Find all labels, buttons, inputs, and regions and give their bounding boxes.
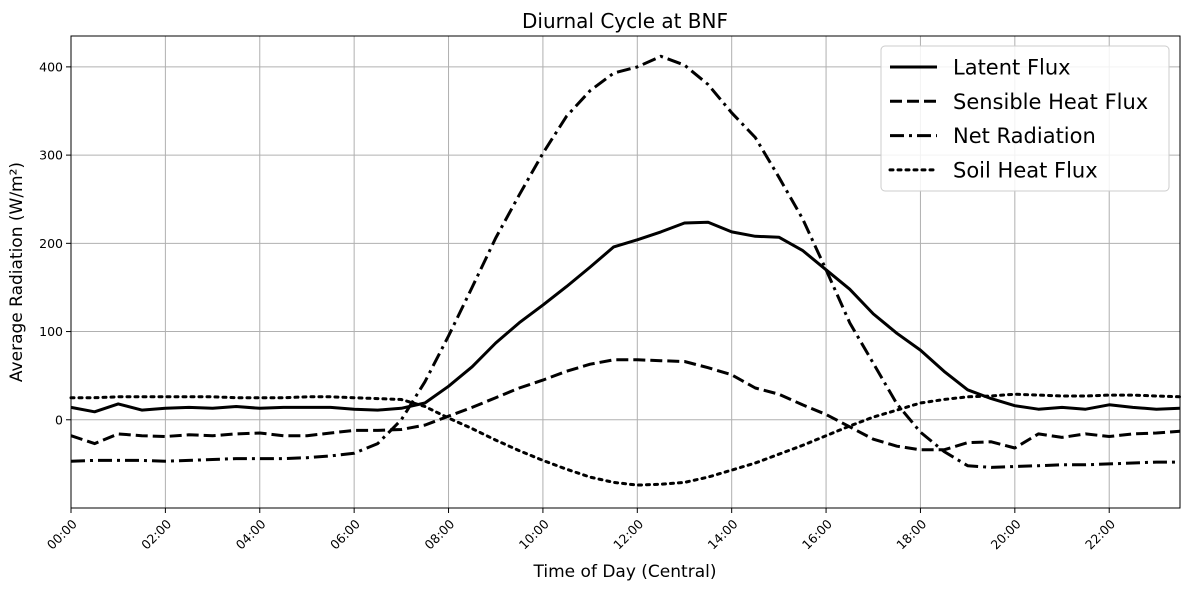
x-tick-label: 16:00	[799, 516, 835, 552]
x-tick-label: 14:00	[705, 516, 741, 552]
series-line-net-radiation	[70, 54, 1180, 469]
legend-label: Soil Heat Flux	[953, 158, 1098, 182]
y-tick-label: 400	[39, 59, 63, 74]
series-line-sensible-heat-flux	[70, 358, 1181, 452]
x-tick-label: 04:00	[233, 516, 269, 552]
x-axis-ticks: 00:00 02:00 04:00 06:00 08:00 10:00 12:00 14:00…	[44, 508, 1118, 552]
y-axis-label: Average Radiation (W/m²)	[7, 162, 27, 382]
y-tick-label: 100	[39, 324, 63, 339]
x-tick-label: 08:00	[421, 516, 457, 552]
series-lines	[69, 54, 1182, 487]
x-tick-label: 02:00	[138, 516, 174, 552]
legend-label: Latent Flux	[953, 56, 1071, 80]
x-tick-label: 20:00	[988, 516, 1024, 552]
y-tick-label: 200	[39, 236, 63, 251]
legend-box	[880, 45, 1170, 192]
legend-label: Net Radiation	[953, 124, 1096, 148]
x-tick-label: 12:00	[610, 516, 646, 552]
x-tick-label: 18:00	[893, 516, 929, 552]
series-line-soil-heat-flux	[69, 392, 1182, 487]
legend: Latent Flux Sensible Heat Flux Net Radiati…	[880, 45, 1170, 192]
x-tick-label: 22:00	[1082, 516, 1118, 552]
y-axis-ticks: 0 100 200 300 400	[39, 59, 71, 427]
x-axis-label: Time of Day (Central)	[533, 562, 717, 582]
series-line-latent-flux	[70, 220, 1181, 414]
y-tick-label: 300	[39, 148, 63, 163]
x-tick-label: 10:00	[516, 516, 552, 552]
x-tick-label: 06:00	[327, 516, 363, 552]
x-tick-label: 00:00	[44, 516, 80, 552]
plot-frame	[70, 35, 1181, 509]
legend-label: Sensible Heat Flux	[953, 90, 1148, 114]
chart-title: Diurnal Cycle at BNF	[522, 9, 728, 33]
y-tick-label: 0	[55, 412, 63, 427]
